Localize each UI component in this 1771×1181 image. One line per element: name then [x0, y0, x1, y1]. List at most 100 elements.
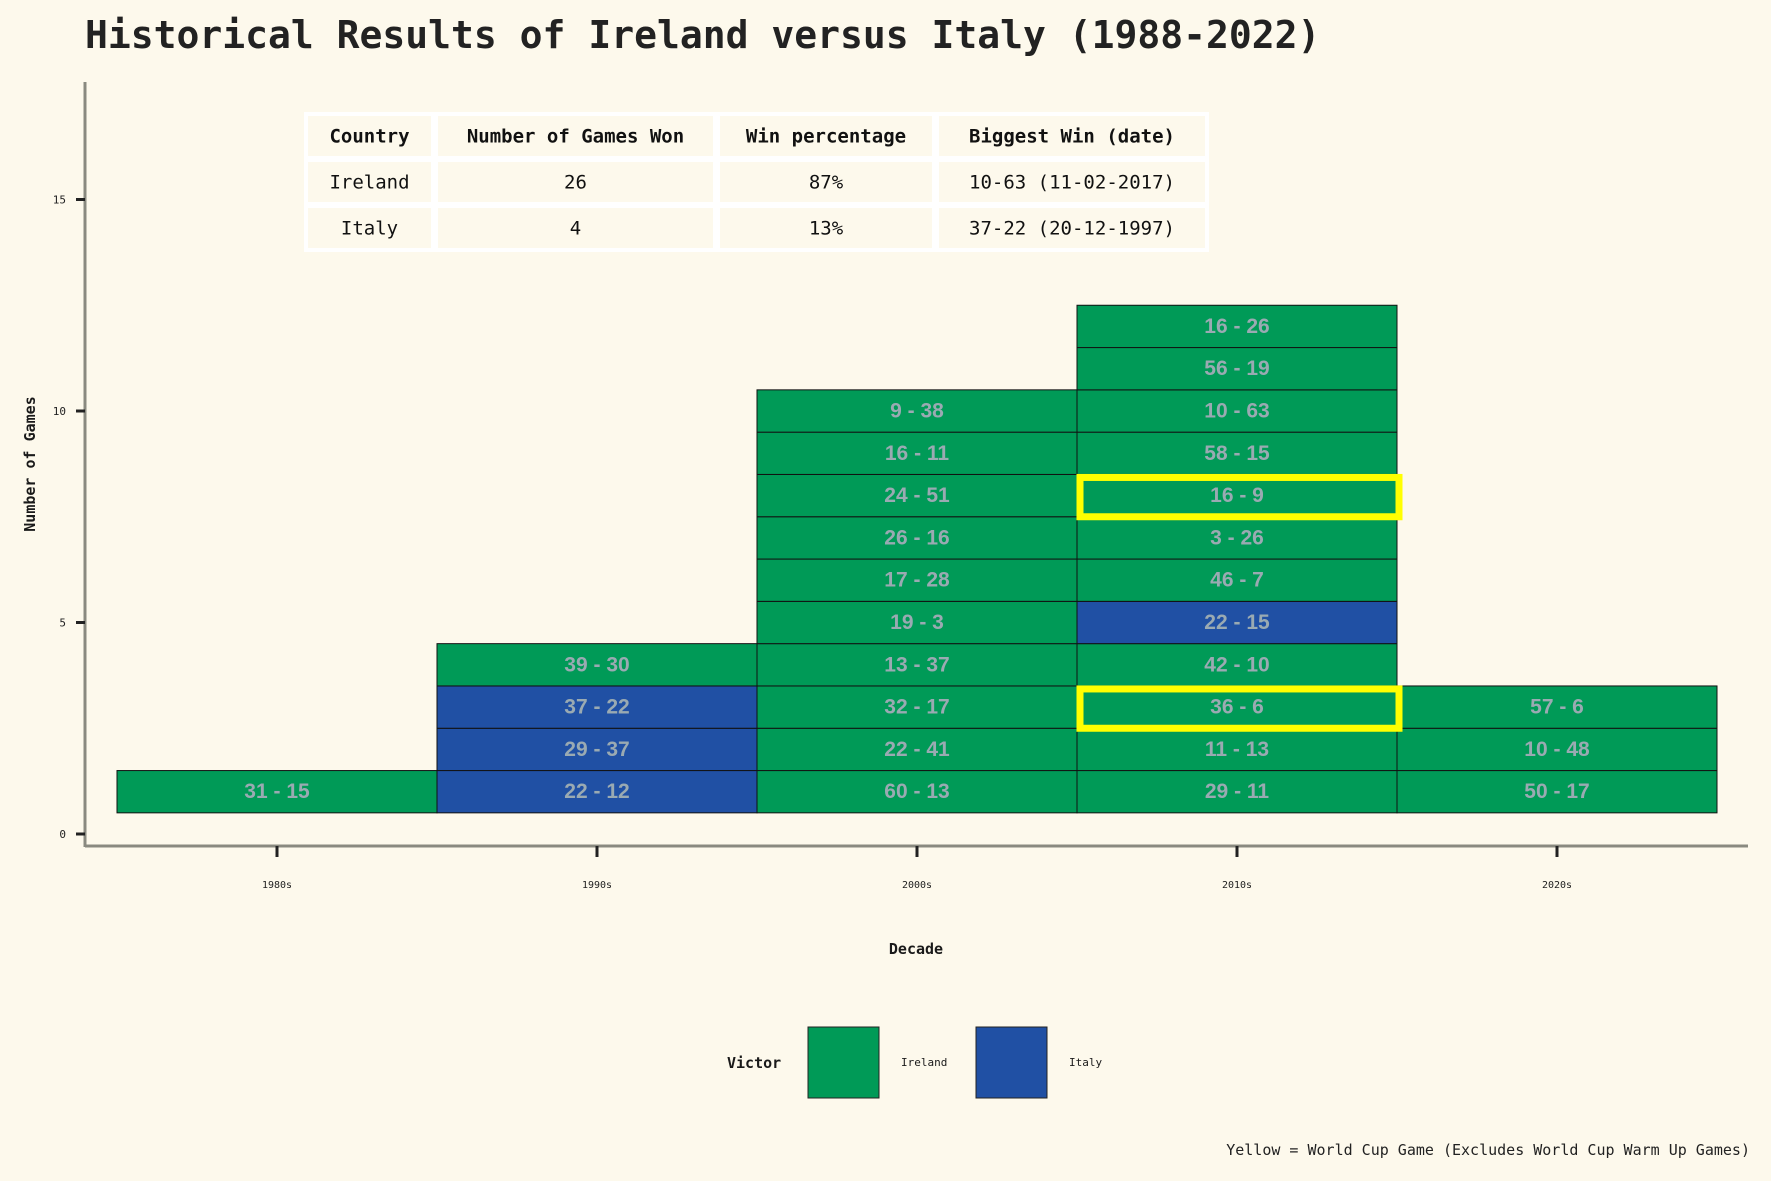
chart-title: Historical Results of Ireland versus Ita…	[85, 13, 1320, 57]
game-tile	[756, 558, 1078, 602]
legend-swatch-italy	[975, 1026, 1048, 1099]
game-tile	[1076, 770, 1398, 814]
game-tile	[436, 685, 758, 729]
table-cell-text: 13%	[809, 218, 844, 240]
game-score-label: 16 - 26	[1204, 315, 1269, 338]
table-cell-text: 26	[564, 172, 587, 194]
table-cell	[304, 204, 435, 252]
game-tile	[1076, 558, 1398, 602]
game-score-label: 37 - 22	[564, 696, 629, 719]
game-score-label: 9 - 38	[890, 400, 944, 423]
game-tile	[1396, 685, 1718, 729]
table-cell-text: 87%	[809, 172, 844, 194]
y-tick-label: 5	[59, 617, 66, 630]
table-header-cell	[434, 112, 717, 160]
game-tile	[1396, 770, 1718, 814]
game-score-label: 26 - 16	[884, 526, 949, 549]
table-cell	[935, 158, 1209, 206]
table-cell-text: 37-22 (20-12-1997)	[969, 218, 1175, 240]
game-score-label: 29 - 11	[1205, 780, 1270, 803]
y-tick-label: 0	[59, 828, 66, 841]
game-tile	[1076, 516, 1398, 560]
legend: Victor Ireland Italy	[727, 1026, 1102, 1099]
tiles-layer: 31 - 15 22 - 12 29 - 37 37 - 22 39 - 30 60 - …	[116, 304, 1718, 814]
x-ticks: 1980s 1990s 2000s 2010s 2020s	[262, 846, 1572, 891]
game-tile	[756, 473, 1078, 518]
table-cell	[716, 204, 936, 252]
game-tile	[756, 389, 1078, 433]
game-score-label: 36 - 6	[1210, 696, 1264, 719]
game-score-label: 46 - 7	[1210, 569, 1264, 592]
table-cell	[434, 158, 717, 206]
x-tick-label: 2000s	[902, 880, 932, 891]
game-tile	[436, 770, 758, 814]
y-tick-label: 15	[53, 194, 66, 207]
x-axis-title: Decade	[889, 940, 943, 958]
game-score-label: 16 - 9	[1210, 484, 1264, 507]
game-score-label: 56 - 19	[1204, 357, 1269, 380]
table-header-text: Win percentage	[746, 126, 906, 148]
table-header-text: Number of Games Won	[467, 126, 684, 148]
game-tile	[436, 727, 758, 772]
summary-table: Country Number of Games Won Win percentage…	[304, 112, 1209, 252]
table-cell-text: 10-63 (11-02-2017)	[969, 172, 1175, 194]
y-axis-title: Number of Games	[21, 396, 39, 531]
legend-label-italy: Italy	[1069, 1056, 1102, 1069]
y-ticks: 0 5 10 15	[53, 194, 85, 841]
game-tile	[1076, 685, 1398, 729]
game-tile	[116, 770, 438, 814]
game-score-label: 57 - 6	[1530, 696, 1584, 719]
game-score-label: 29 - 37	[564, 738, 629, 761]
world-cup-highlight	[1076, 473, 1403, 521]
game-score-label: 22 - 41	[884, 738, 950, 761]
game-score-label: 22 - 12	[564, 780, 629, 803]
table-header-text: Biggest Win (date)	[969, 126, 1175, 148]
game-score-label: 10 - 48	[1524, 738, 1590, 761]
game-tile	[1076, 600, 1398, 645]
table-header-text: Country	[329, 126, 409, 148]
game-tile	[756, 516, 1078, 560]
game-score-label: 22 - 15	[1204, 611, 1270, 634]
game-score-label: 50 - 17	[1524, 780, 1589, 803]
table-cell-text: Italy	[341, 218, 398, 240]
game-tile	[1076, 389, 1398, 433]
x-tick-label: 1990s	[582, 880, 612, 891]
game-score-label: 13 - 37	[884, 653, 949, 676]
game-score-label: 3 - 26	[1210, 526, 1264, 549]
game-tile	[1076, 643, 1398, 687]
game-score-label: 16 - 11	[885, 442, 950, 465]
game-score-label: 32 - 17	[884, 696, 949, 719]
game-score-label: 60 - 13	[884, 780, 949, 803]
legend-label-ireland: Ireland	[901, 1056, 947, 1069]
game-tile	[756, 643, 1078, 687]
game-score-label: 58 - 15	[1204, 442, 1270, 465]
table-cell	[716, 158, 936, 206]
game-tile	[1396, 727, 1718, 772]
game-score-label: 24 - 51	[884, 484, 950, 507]
caption: Yellow = World Cup Game (Excludes World …	[1226, 1141, 1750, 1159]
table-cell-text: Ireland	[329, 172, 409, 194]
game-score-label: 19 - 3	[890, 611, 944, 634]
legend-swatch-ireland	[807, 1026, 880, 1099]
game-tile	[1076, 431, 1398, 475]
game-tile	[436, 643, 758, 687]
game-score-label: 11 - 13	[1205, 738, 1269, 761]
x-tick-label: 1980s	[262, 880, 292, 891]
world-cup-highlights	[1076, 473, 1403, 732]
x-tick-label: 2010s	[1222, 880, 1252, 891]
game-score-label: 10 - 63	[1204, 400, 1269, 423]
x-tick-label: 2020s	[1542, 880, 1572, 891]
table-cell-text: 4	[570, 218, 581, 240]
legend-title: Victor	[727, 1054, 781, 1072]
game-score-label: 17 - 28	[884, 569, 950, 592]
game-tile	[756, 600, 1078, 645]
game-score-label: 42 - 10	[1204, 653, 1269, 676]
table-cell	[434, 204, 717, 252]
y-tick-label: 10	[53, 405, 66, 418]
table-cell	[935, 204, 1209, 252]
game-score-label: 39 - 30	[564, 653, 629, 676]
game-tile	[1076, 304, 1398, 349]
world-cup-highlight	[1076, 685, 1403, 732]
game-score-label: 31 - 15	[244, 780, 310, 803]
